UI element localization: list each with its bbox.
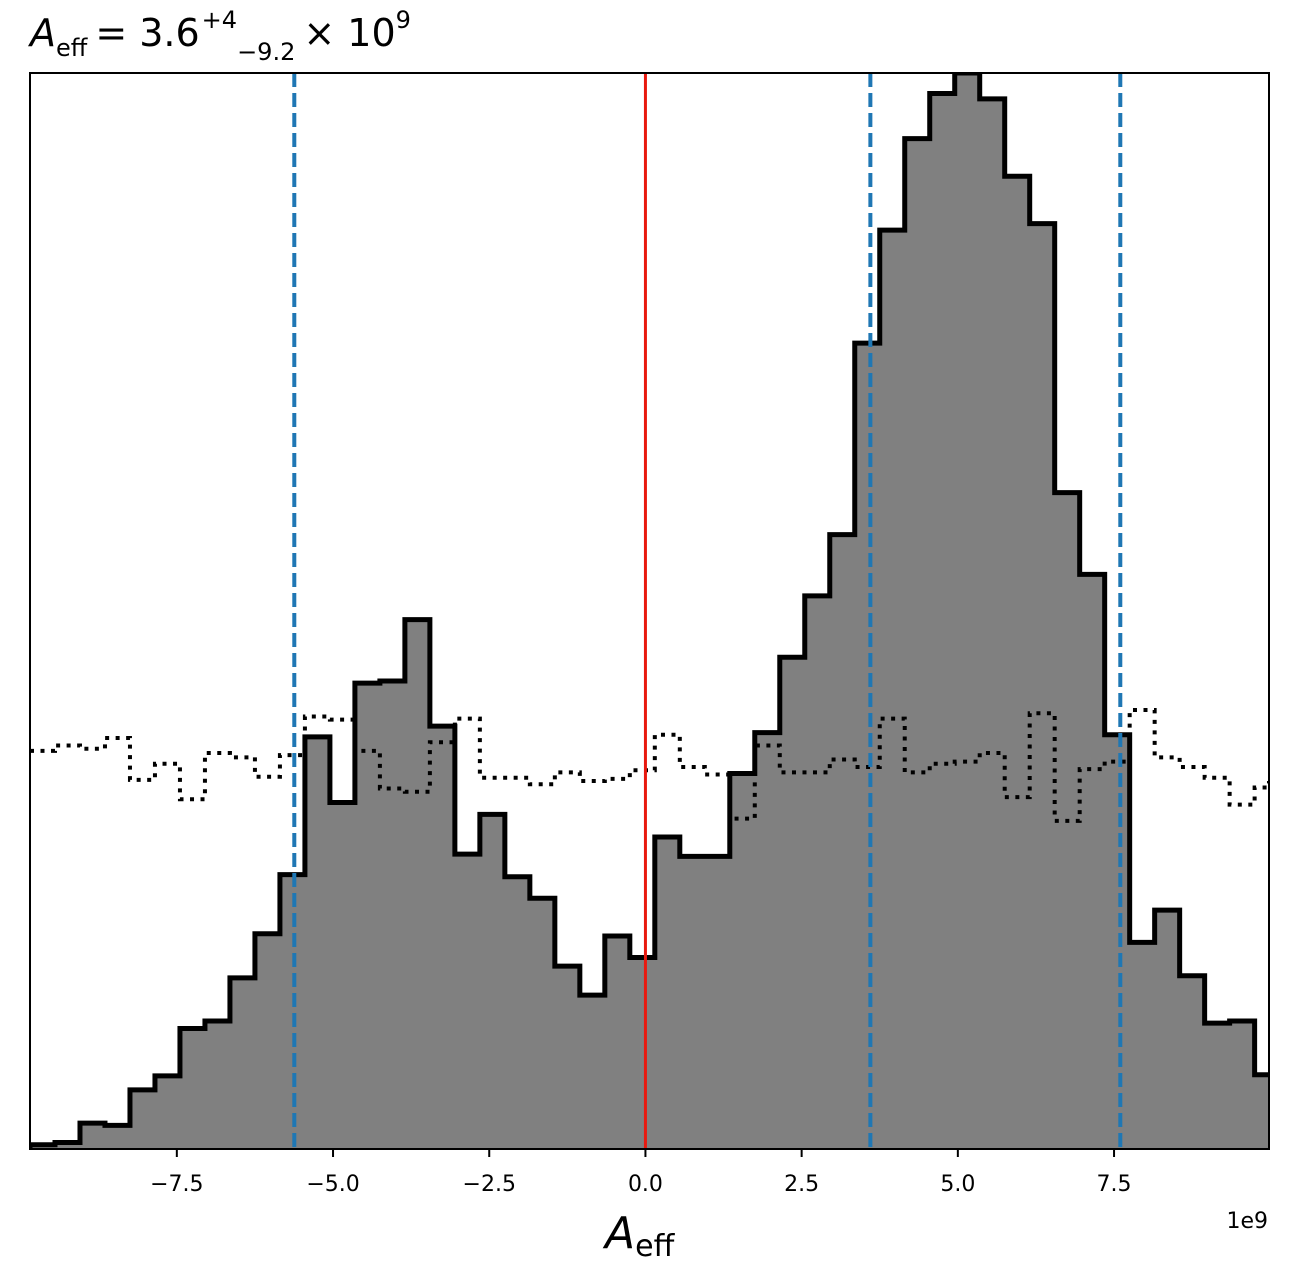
- histogram-bar: [879, 230, 906, 1149]
- histogram-bar: [504, 876, 531, 1149]
- histogram-bar: [354, 683, 381, 1149]
- x-tick-label: −2.5: [463, 1172, 516, 1197]
- histogram-bar: [604, 935, 631, 1149]
- x-tick-label: 0.0: [628, 1172, 663, 1197]
- histogram-bar: [1179, 975, 1206, 1149]
- histogram-bar: [904, 138, 931, 1149]
- histogram-bar: [1004, 176, 1031, 1149]
- histogram-bar: [304, 736, 331, 1149]
- histogram-bar: [729, 773, 756, 1149]
- histogram-bar: [1204, 1023, 1231, 1149]
- histogram-bar: [254, 933, 281, 1149]
- histogram-bar: [704, 856, 731, 1149]
- histogram-bar: [1254, 1074, 1269, 1149]
- xlabel-subscript: eff: [635, 1229, 675, 1264]
- histogram-bar: [229, 977, 256, 1149]
- plot-content: [30, 73, 1269, 1149]
- histogram-bar: [404, 619, 431, 1149]
- x-axis: −7.5 −5.0 −2.5 0.0 2.5 5.0 7.5: [29, 72, 1270, 1197]
- histogram-bar: [654, 836, 681, 1149]
- x-tick-label: 5.0: [940, 1172, 975, 1197]
- histogram-outline: [30, 73, 1269, 1149]
- title-equals: = 3.6: [95, 11, 199, 55]
- histogram-bar: [1129, 942, 1156, 1149]
- title-subscript: eff: [56, 34, 88, 62]
- x-tick-label: 7.5: [1097, 1172, 1132, 1197]
- histogram-bar: [1079, 574, 1106, 1149]
- x-tick-label: −7.5: [150, 1172, 203, 1197]
- histogram-bar: [754, 732, 781, 1149]
- histogram-bar: [1229, 1020, 1256, 1149]
- histogram-bar: [629, 957, 656, 1149]
- histogram-bar: [129, 1089, 156, 1149]
- filled-histogram: [30, 73, 1269, 1149]
- title-symbol: A: [27, 11, 56, 55]
- histogram-bar: [829, 534, 856, 1149]
- xlabel-symbol: A: [602, 1208, 635, 1259]
- histogram-bar: [1104, 734, 1131, 1149]
- title-times: × 10: [303, 11, 395, 55]
- histogram-bar: [679, 856, 706, 1149]
- histogram-bar: [1029, 223, 1056, 1149]
- histogram-bar: [554, 966, 581, 1149]
- histogram-bar: [429, 726, 456, 1149]
- histogram-bar: [529, 898, 556, 1149]
- histogram-bar: [479, 814, 506, 1149]
- histogram-bar: [79, 1123, 106, 1149]
- x-tick-label: 2.5: [784, 1172, 819, 1197]
- histogram-bar: [179, 1028, 206, 1149]
- x-axis-label: Aeff: [602, 1208, 676, 1264]
- histogram-bar: [579, 995, 606, 1149]
- plot-area: [30, 73, 1269, 1149]
- histogram-bar: [779, 657, 806, 1149]
- histogram-bar: [954, 73, 981, 1149]
- histogram-bar: [979, 98, 1006, 1149]
- histogram-bar: [204, 1020, 231, 1149]
- histogram-bar: [454, 854, 481, 1149]
- histogram-bar: [104, 1125, 131, 1149]
- histogram-bar: [804, 595, 831, 1149]
- histogram-bar: [329, 802, 356, 1149]
- title-sub: −9.2: [237, 38, 295, 66]
- title-exp: 9: [396, 6, 411, 34]
- x-offset-label: 1e9: [1226, 1209, 1268, 1234]
- chart-title: Aeff = 3.6+4−9.2 × 109: [27, 6, 411, 66]
- title-sup: +4: [202, 6, 237, 34]
- histogram-bar: [379, 680, 406, 1149]
- histogram-bar: [54, 1142, 81, 1149]
- histogram-bar: [1154, 910, 1181, 1149]
- axes-frame: [29, 72, 1270, 1150]
- histogram-bar: [154, 1075, 181, 1149]
- x-tick-label: −5.0: [306, 1172, 359, 1197]
- histogram-bar: [854, 343, 881, 1149]
- histogram-bar: [929, 93, 956, 1149]
